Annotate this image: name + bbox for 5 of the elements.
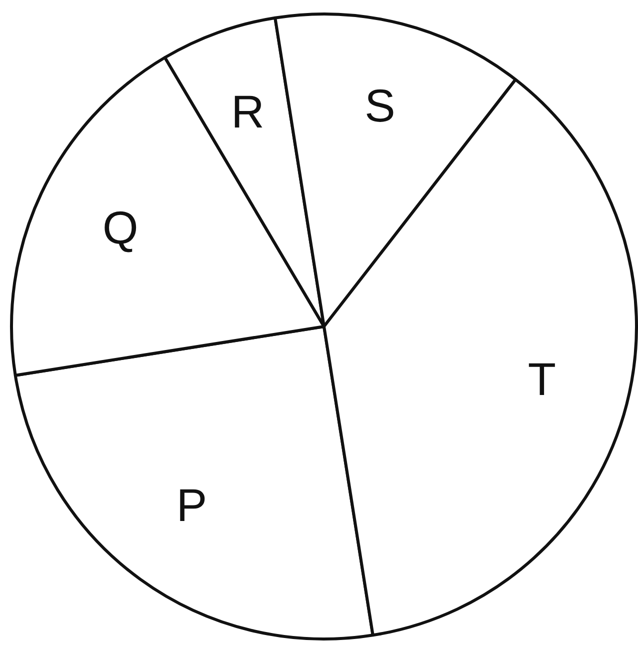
slice-label: S bbox=[364, 79, 396, 132]
slice-label: P bbox=[176, 479, 208, 532]
slice-label: R bbox=[231, 85, 264, 138]
slice-label: Q bbox=[102, 201, 138, 254]
slice-label: T bbox=[528, 353, 556, 406]
